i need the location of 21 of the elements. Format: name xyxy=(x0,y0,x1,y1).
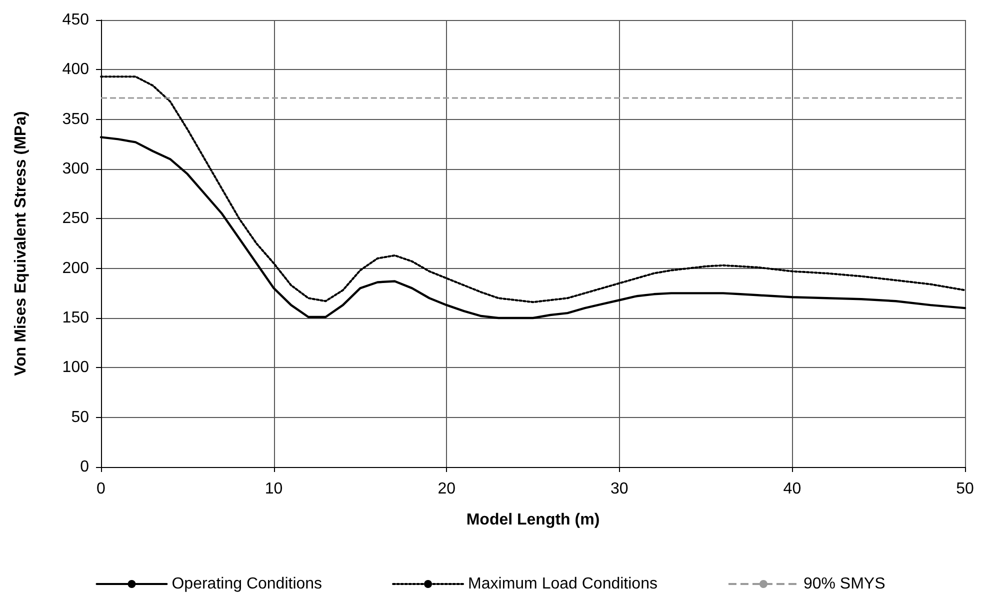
y-tick-label: 350 xyxy=(62,110,90,128)
y-tick-label: 200 xyxy=(62,260,90,277)
y-tick-label: 300 xyxy=(62,160,90,178)
x-tick-label: 30 xyxy=(610,480,628,498)
x-tick-label: 40 xyxy=(783,480,802,498)
y-tick-label: 450 xyxy=(62,12,90,28)
y-tick-label: 400 xyxy=(62,61,90,78)
legend-label: 90% SMYS xyxy=(803,576,886,592)
x-tick-label: 20 xyxy=(438,480,456,498)
x-tick-label: 50 xyxy=(956,480,974,498)
x-tick-label: 0 xyxy=(96,480,106,498)
y-tick-label: 50 xyxy=(71,408,90,426)
y-tick-label: 100 xyxy=(62,359,90,376)
legend-label: Operating Conditions xyxy=(172,576,322,592)
x-axis-title: Model Length (m) xyxy=(466,512,600,528)
legend-label: Maximum Load Conditions xyxy=(468,576,658,592)
y-tick-label: 150 xyxy=(62,310,90,326)
y-tick-label: 0 xyxy=(80,458,90,476)
y-tick-label: 250 xyxy=(62,210,90,228)
y-axis-title: Von Mises Equivalent Stress (MPa) xyxy=(12,111,30,376)
x-tick-label: 10 xyxy=(264,480,283,498)
